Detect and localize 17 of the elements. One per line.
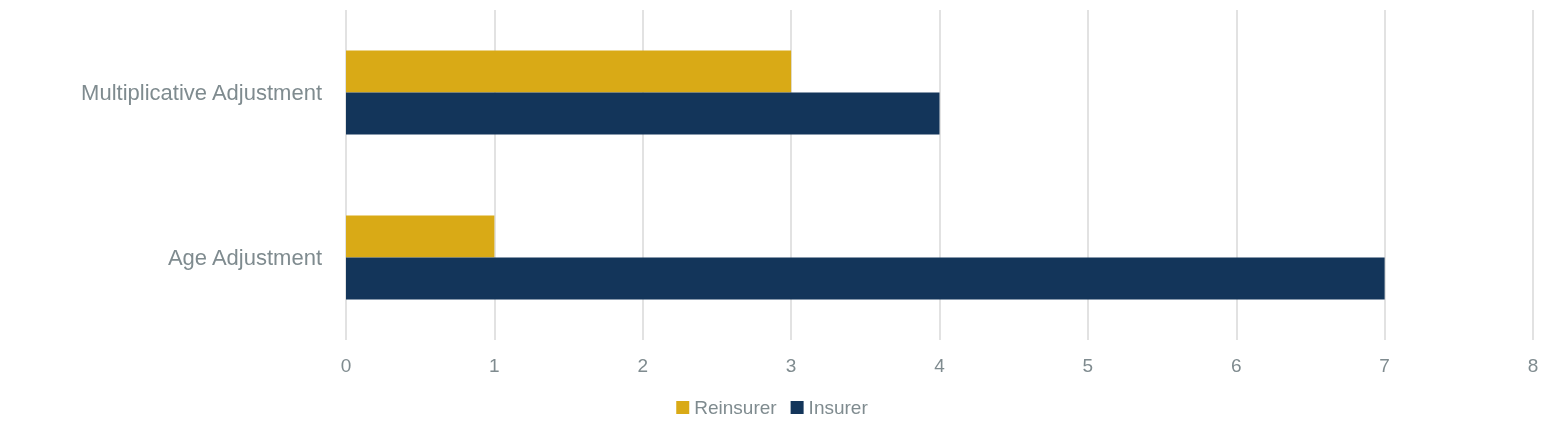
x-tick-label: 0	[340, 355, 352, 376]
bar	[346, 92, 940, 135]
x-tick-label: 2	[637, 355, 649, 376]
y-tick-label: Multiplicative Adjustment	[81, 80, 322, 105]
x-tick-label: 8	[1527, 355, 1539, 376]
x-tick-label: 4	[934, 355, 946, 376]
bar	[346, 257, 1385, 300]
x-tick-label: 3	[785, 355, 797, 376]
legend-label: Reinsurer	[694, 397, 778, 418]
x-tick-label: 7	[1379, 355, 1390, 376]
legend-label: Insurer	[808, 397, 869, 418]
bar	[346, 215, 495, 258]
y-tick-label: Age Adjustment	[167, 245, 322, 270]
bar	[346, 50, 792, 93]
x-tick-label: 5	[1082, 355, 1094, 376]
x-tick-label: 6	[1230, 355, 1242, 376]
x-tick-label: 1	[489, 355, 500, 376]
